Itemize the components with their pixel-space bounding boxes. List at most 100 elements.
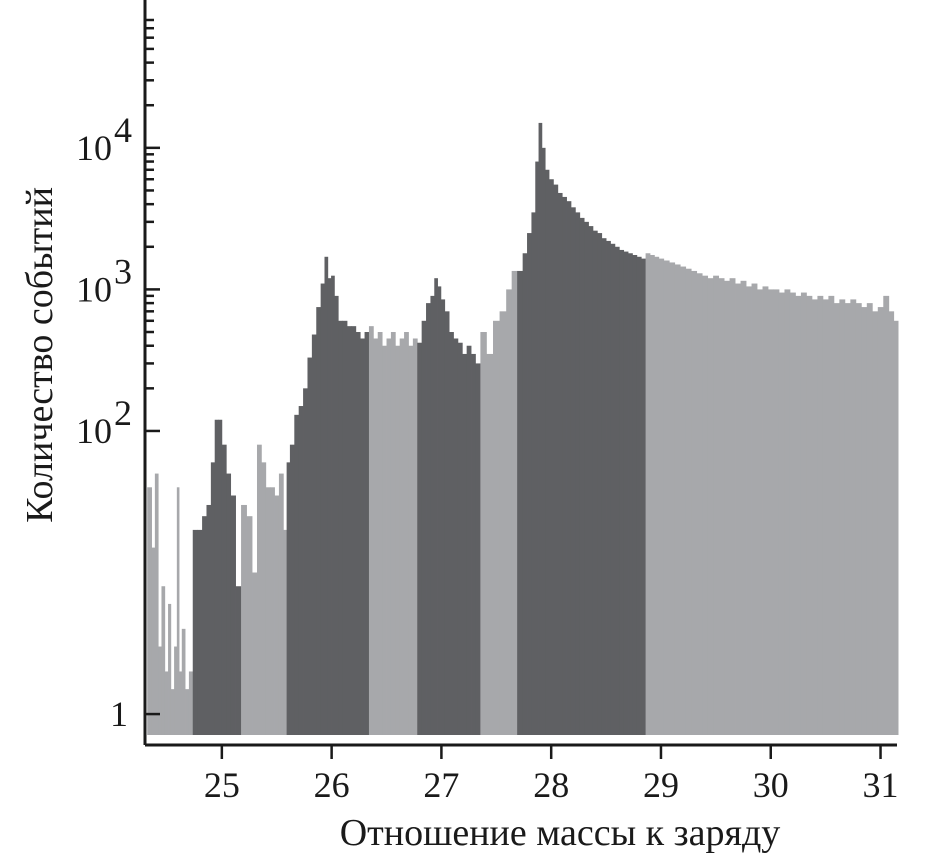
histogram-bar: [241, 504, 247, 735]
histogram-bar: [368, 326, 374, 735]
histogram-bar: [601, 238, 607, 735]
y-tick-label: 10: [76, 269, 112, 309]
histogram-bar: [466, 345, 472, 735]
histogram-bar: [669, 262, 676, 735]
y-tick-label: 10: [76, 411, 112, 451]
x-tick-label: 25: [204, 765, 240, 805]
histogram-bar: [800, 292, 807, 735]
histogram-bar: [691, 270, 698, 735]
histogram-bar: [395, 345, 401, 735]
histogram-bar: [654, 256, 660, 735]
histogram-bar: [735, 283, 741, 735]
y-tick-exponent: 2: [114, 393, 132, 433]
histogram-bar: [151, 547, 156, 735]
histogram-bar: [324, 256, 329, 735]
histogram-bar: [316, 307, 322, 735]
histogram-bar: [877, 307, 884, 735]
histogram-bar: [334, 295, 339, 735]
histogram-bar: [390, 332, 396, 735]
histogram-bar: [707, 278, 714, 735]
histogram-bar: [440, 299, 446, 735]
histogram-bar: [278, 473, 284, 735]
histogram-bar: [399, 338, 405, 735]
histogram-bar: [210, 462, 216, 735]
histogram-bar: [557, 192, 563, 735]
histogram-bar: [541, 147, 546, 736]
histogram-bar: [729, 278, 736, 735]
histogram-bar: [197, 529, 203, 735]
x-tick-label: 26: [314, 765, 350, 805]
histogram-bar: [417, 342, 423, 735]
histogram-bar: [331, 275, 335, 735]
histogram-bar: [778, 292, 785, 735]
histogram-bar: [261, 462, 267, 735]
histogram-bar: [221, 444, 227, 735]
histogram-bar: [768, 289, 774, 735]
histogram-bar: [303, 388, 308, 735]
histogram-bar: [795, 295, 802, 735]
histogram-bar: [702, 275, 709, 735]
histogram-bar: [619, 249, 625, 735]
histogram-bar: [235, 586, 242, 735]
histogram-bar: [531, 212, 536, 735]
histogram-bar: [320, 283, 325, 735]
histogram-bar: [434, 278, 438, 735]
histogram-bar: [471, 353, 476, 735]
histogram-bar: [588, 226, 594, 735]
histogram-bar: [680, 266, 687, 735]
histogram-bar: [493, 320, 500, 735]
y-tick-label: 10: [76, 128, 112, 168]
histogram-bar: [327, 278, 332, 735]
histogram-bar: [364, 332, 370, 735]
histogram-bar: [674, 264, 681, 735]
histogram-bar: [506, 289, 513, 735]
histogram-bar: [649, 254, 655, 736]
histogram-bar: [724, 280, 730, 735]
histogram-bar: [762, 286, 769, 735]
histogram-bar: [214, 419, 219, 735]
histogram-bar: [575, 212, 581, 735]
histogram-bar: [839, 299, 846, 735]
histogram-bar: [584, 221, 589, 736]
histogram-bar: [893, 320, 899, 735]
histogram-bar: [294, 414, 300, 735]
histogram-bar: [632, 254, 638, 736]
histogram-bar: [170, 689, 175, 735]
histogram-bar: [226, 473, 232, 735]
histogram-bar: [252, 572, 258, 735]
histogram-bar: [421, 320, 427, 735]
y-tick-label: 1: [110, 694, 128, 734]
histogram-bar: [658, 258, 665, 735]
histogram-bar: [866, 303, 873, 735]
histogram-bar: [202, 516, 207, 735]
histogram-bar: [872, 311, 879, 735]
histogram-bar: [883, 295, 890, 735]
histogram-bar: [592, 230, 598, 735]
histogram-bar: [158, 646, 162, 735]
y-tick-exponent: 3: [114, 251, 132, 291]
histogram-bar: [444, 311, 450, 735]
histogram-bar: [176, 487, 180, 735]
histogram-bar: [181, 628, 186, 735]
x-tick-label: 30: [753, 765, 789, 805]
histogram-bar: [430, 295, 435, 735]
histogram-bar: [817, 295, 824, 735]
histogram-bar: [511, 270, 518, 735]
histogram-bar: [522, 253, 528, 735]
histogram-bar: [174, 646, 178, 735]
y-tick-exponent: 4: [114, 110, 132, 150]
histogram-bar: [718, 278, 725, 735]
histogram-bar: [386, 338, 392, 735]
histogram-bar: [377, 332, 383, 735]
histogram-bar: [147, 487, 152, 735]
histogram-bar: [480, 332, 487, 735]
histogram-bar: [696, 273, 703, 735]
histogram-bar: [663, 260, 670, 735]
histogram-bar: [408, 345, 414, 735]
histogram-bar: [610, 243, 616, 736]
histogram-bar: [844, 303, 851, 735]
histogram-bar: [773, 289, 780, 735]
histogram-bar: [833, 303, 840, 735]
histogram-bar: [342, 320, 348, 735]
